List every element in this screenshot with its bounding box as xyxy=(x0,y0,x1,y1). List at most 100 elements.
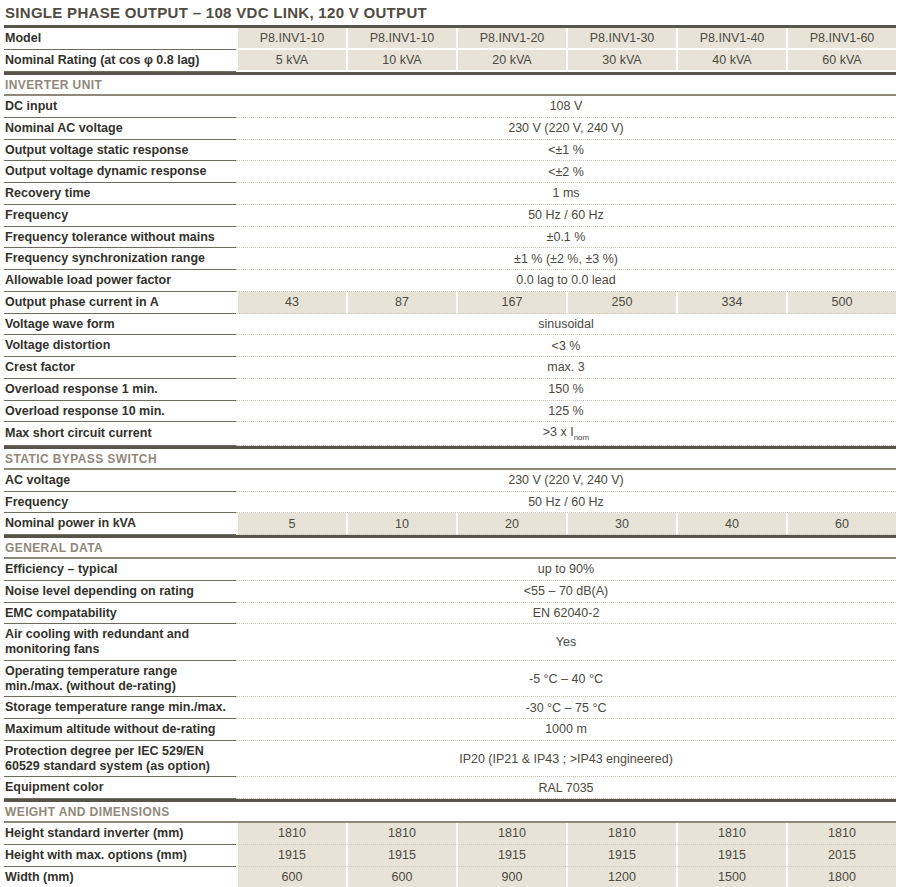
row-label: Maximum altitude without de-rating xyxy=(4,719,236,741)
rating-cell: 40 kVA xyxy=(676,50,786,72)
value-cell: 87 xyxy=(346,292,456,314)
row-label: Air cooling with redundant and monitorin… xyxy=(4,624,236,661)
table-row: Frequency synchronization range±1 % (±2 … xyxy=(4,248,896,270)
table-row: Frequency50 Hz / 60 Hz xyxy=(4,205,896,227)
section-title: WEIGHT AND DIMENSIONS xyxy=(4,799,896,823)
row-value: 150 % xyxy=(236,379,896,401)
row-value: <±2 % xyxy=(236,161,896,183)
rating-cell: 20 kVA xyxy=(456,50,566,72)
row-label: AC voltage xyxy=(4,470,236,492)
table-row: Crest factormax. 3 xyxy=(4,357,896,379)
table-row: Recovery time1 ms xyxy=(4,183,896,205)
table-row: DC input108 V xyxy=(4,96,896,118)
model-cell: P8.INV1-20 xyxy=(456,28,566,50)
row-label: Max short circuit current xyxy=(4,422,236,446)
table-row: Nominal AC voltage230 V (220 V, 240 V) xyxy=(4,118,896,140)
value-cell: 334 xyxy=(676,292,786,314)
value-cell: 40 xyxy=(676,513,786,535)
value-cell: 500 xyxy=(786,292,896,314)
table-row: Equipment colorRAL 7035 xyxy=(4,777,896,799)
row-value: 1 ms xyxy=(236,183,896,205)
table-row: Output voltage static response<±1 % xyxy=(4,140,896,162)
row-value: <3 % xyxy=(236,335,896,357)
row-label: Overload response 10 min. xyxy=(4,401,236,423)
row-value: <55 – 70 dB(A) xyxy=(236,581,896,603)
rating-label: Nominal Rating (at cos φ 0.8 lag) xyxy=(4,50,236,72)
value-cell: 1915 xyxy=(676,845,786,867)
table-row: Height standard inverter (mm)18101810181… xyxy=(4,823,896,845)
row-label: Storage temperature range min./max. xyxy=(4,697,236,719)
rating-row: Nominal Rating (at cos φ 0.8 lag)5 kVA10… xyxy=(4,50,896,72)
model-cell: P8.INV1-30 xyxy=(566,28,676,50)
value-cell: 1810 xyxy=(456,823,566,845)
value-cell: 1810 xyxy=(346,823,456,845)
table-row: Allowable load power factor0.0 lag to 0.… xyxy=(4,270,896,292)
row-label: DC input xyxy=(4,96,236,118)
table-row: Air cooling with redundant and monitorin… xyxy=(4,624,896,661)
row-label: Frequency tolerance without mains xyxy=(4,227,236,249)
value-cell: 1810 xyxy=(236,823,346,845)
row-label: Frequency xyxy=(4,205,236,227)
row-label: Output phase current in A xyxy=(4,292,236,314)
table-row: Storage temperature range min./max.-30 °… xyxy=(4,697,896,719)
row-label: Overload response 1 min. xyxy=(4,379,236,401)
row-value: 0.0 lag to 0.0 lead xyxy=(236,270,896,292)
row-value: 230 V (220 V, 240 V) xyxy=(236,470,896,492)
value-cell: 1810 xyxy=(786,823,896,845)
value-cell: 1810 xyxy=(676,823,786,845)
table-row: Overload response 10 min.125 % xyxy=(4,401,896,423)
row-label: EMC compatability xyxy=(4,603,236,625)
table-row: Height with max. options (mm)19151915191… xyxy=(4,845,896,867)
model-cell: P8.INV1-60 xyxy=(786,28,896,50)
table-row: EMC compatabilityEN 62040-2 xyxy=(4,603,896,625)
page-title: SINGLE PHASE OUTPUT – 108 VDC LINK, 120 … xyxy=(4,1,896,28)
row-label: Nominal AC voltage xyxy=(4,118,236,140)
row-value: 108 V xyxy=(236,96,896,118)
value-cell: 1915 xyxy=(236,845,346,867)
section-title: INVERTER UNIT xyxy=(4,72,896,96)
model-row: ModelP8.INV1-10P8.INV1-10P8.INV1-20P8.IN… xyxy=(4,28,896,50)
table-row: AC voltage230 V (220 V, 240 V) xyxy=(4,470,896,492)
section-header: GENERAL DATA xyxy=(4,535,896,559)
row-label: Output voltage static response xyxy=(4,140,236,162)
table-row: Protection degree per IEC 529/EN 60529 s… xyxy=(4,741,896,778)
value-cell: 1915 xyxy=(346,845,456,867)
row-value: max. 3 xyxy=(236,357,896,379)
value-cell: 1200 xyxy=(566,867,676,887)
table-row: Frequency tolerance without mains±0.1 % xyxy=(4,227,896,249)
model-label: Model xyxy=(4,28,236,50)
model-cell: P8.INV1-10 xyxy=(236,28,346,50)
row-value: 230 V (220 V, 240 V) xyxy=(236,118,896,140)
value-cell: 250 xyxy=(566,292,676,314)
datasheet-page: SINGLE PHASE OUTPUT – 108 VDC LINK, 120 … xyxy=(0,0,900,887)
table-row: Nominal power in kVA51020304060 xyxy=(4,513,896,535)
rating-cell: 60 kVA xyxy=(786,50,896,72)
model-cell: P8.INV1-40 xyxy=(676,28,786,50)
row-value: sinusoidal xyxy=(236,314,896,336)
row-value: ±1 % (±2 %, ±3 %) xyxy=(236,248,896,270)
table-row: Efficiency – typicalup to 90% xyxy=(4,559,896,581)
value-cell: 167 xyxy=(456,292,566,314)
row-label: Voltage wave form xyxy=(4,314,236,336)
section-header: STATIC BYPASS SWITCH xyxy=(4,446,896,470)
row-value: ±0.1 % xyxy=(236,227,896,249)
rating-cell: 10 kVA xyxy=(346,50,456,72)
row-value: <±1 % xyxy=(236,140,896,162)
row-value: -30 °C – 75 °C xyxy=(236,697,896,719)
value-cell: 60 xyxy=(786,513,896,535)
value-cell: 600 xyxy=(236,867,346,887)
value-cell: 1500 xyxy=(676,867,786,887)
model-cell: P8.INV1-10 xyxy=(346,28,456,50)
table-row: Maximum altitude without de-rating1000 m xyxy=(4,719,896,741)
value-cell: 1810 xyxy=(566,823,676,845)
value-cell: 1915 xyxy=(456,845,566,867)
spec-table: ModelP8.INV1-10P8.INV1-10P8.INV1-20P8.IN… xyxy=(4,28,896,887)
row-value: RAL 7035 xyxy=(236,777,896,799)
row-value: EN 62040-2 xyxy=(236,603,896,625)
rating-cell: 5 kVA xyxy=(236,50,346,72)
row-value: -5 °C – 40 °C xyxy=(236,661,896,698)
row-label: Width (mm) xyxy=(4,867,236,887)
row-label: Equipment color xyxy=(4,777,236,799)
value-cell: 600 xyxy=(346,867,456,887)
section-title: STATIC BYPASS SWITCH xyxy=(4,446,896,470)
